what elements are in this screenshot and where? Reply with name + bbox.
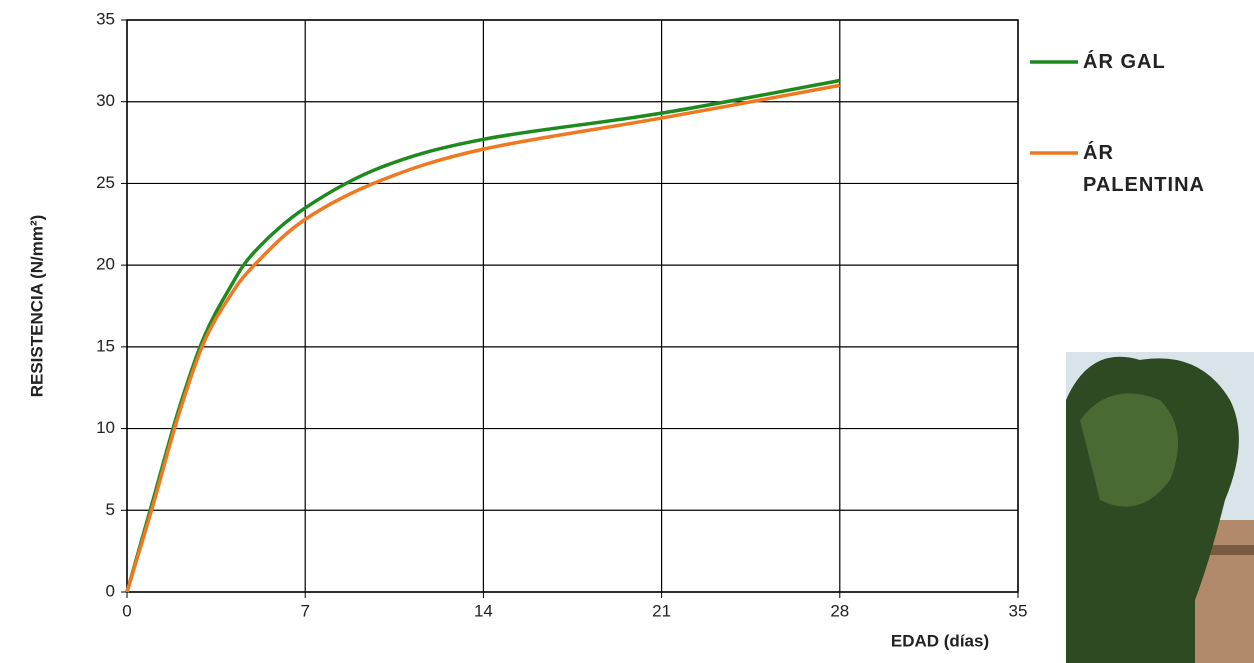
x-tick-label: 14 [474,601,493,620]
plot-area [127,20,1018,592]
y-axis-label: RESISTENCIA (N/mm²) [27,215,46,398]
y-tick-label: 20 [96,255,115,274]
y-tick-label: 30 [96,91,115,110]
x-tick-label: 7 [300,601,309,620]
x-axis-label: EDAD (días) [891,631,989,650]
chart: RESISTENCIA (N/mm²) EDAD (días) 0 5 10 15 20… [0,0,1254,663]
y-tick-label: 25 [96,173,115,192]
x-tick-label: 0 [122,601,131,620]
page: RESISTENCIA (N/mm²) EDAD (días) 0 5 10 15 20… [0,0,1254,663]
legend-label: ÁR PALENTINA [1083,137,1218,201]
x-tick-label: 28 [830,601,849,620]
photo [1066,352,1254,663]
y-tick-label: 0 [106,581,115,600]
legend-label: ÁR GAL [1083,46,1218,78]
y-tick-label: 5 [106,500,115,519]
y-tick-label: 35 [96,9,115,28]
y-tick-label: 15 [96,336,115,355]
y-tick-label: 10 [96,418,115,437]
x-tick-label: 21 [652,601,671,620]
x-tick-label: 35 [1009,601,1028,620]
